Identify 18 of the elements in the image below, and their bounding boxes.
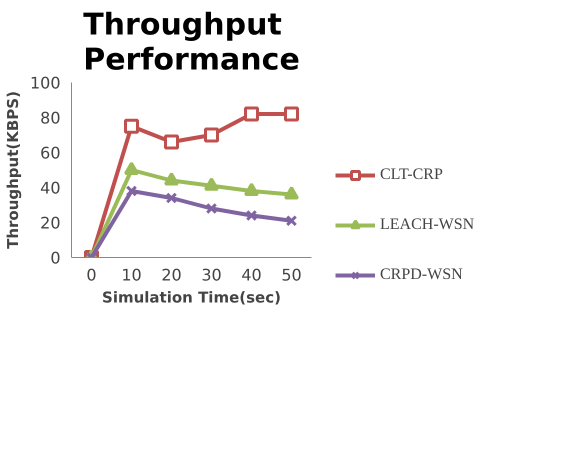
y-tick-label: 100 (30, 74, 61, 92)
x-tick-label: 30 (201, 266, 222, 284)
x-tick-label: 10 (121, 266, 142, 284)
y-axis-title: Throughput(KBPS) (4, 91, 22, 249)
y-tick-label: 60 (40, 144, 60, 162)
x-tick-label: 50 (281, 266, 302, 284)
y-tick-label: 80 (40, 108, 60, 128)
y-tick-label: 40 (40, 178, 60, 198)
legend-label: CRPD-WSN (380, 266, 463, 284)
chart-title: Throughput Performance (83, 8, 300, 78)
legend-label: LEACH-WSN (380, 216, 474, 234)
legend-label: CLT-CRP (380, 166, 443, 184)
x-axis-title: Simulation Time(sec) (102, 288, 281, 306)
x-tick-label: 40 (241, 266, 262, 284)
x-tick-label: 0 (86, 266, 97, 284)
x-tick-label: 20 (161, 266, 182, 284)
y-tick-label: 20 (40, 214, 60, 232)
y-tick-label: 0 (50, 248, 61, 268)
